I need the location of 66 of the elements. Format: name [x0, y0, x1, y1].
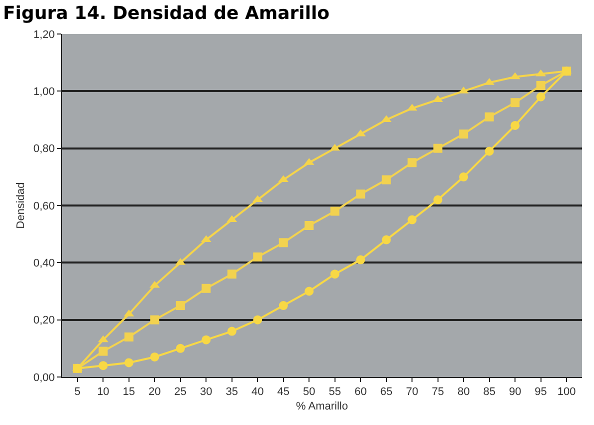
x-tick-label: 20	[148, 386, 161, 398]
x-tick-label: 45	[277, 386, 290, 398]
point	[356, 190, 366, 199]
y-tick-label: 0,40	[33, 258, 55, 270]
point	[510, 98, 520, 108]
point	[124, 332, 134, 342]
chart-title: Figura 14. Densidad de Amarillo	[2, 2, 330, 24]
y-axis-title: Densidad	[15, 182, 28, 229]
y-tick-label: 1,20	[33, 28, 55, 41]
point	[176, 301, 185, 310]
x-tick-label: 35	[226, 386, 238, 398]
point	[253, 252, 262, 262]
point	[510, 120, 520, 130]
point	[202, 284, 211, 293]
point	[253, 315, 262, 324]
point	[330, 270, 340, 279]
x-tick-label: 10	[97, 386, 110, 398]
point	[484, 112, 494, 122]
x-tick-label: 75	[432, 386, 444, 398]
x-tick-label: 30	[200, 386, 212, 398]
point	[98, 346, 108, 356]
x-tick-label: 60	[354, 386, 367, 398]
y-tick-label: 0,60	[33, 200, 55, 212]
x-tick-label: 95	[534, 386, 547, 398]
x-tick-label: 40	[252, 386, 264, 398]
x-tick-label: 15	[122, 386, 136, 398]
point	[536, 92, 546, 102]
point	[459, 172, 468, 182]
point	[408, 215, 417, 224]
x-axis-title: % Amarillo	[296, 400, 348, 412]
point	[304, 286, 314, 296]
point	[227, 326, 236, 336]
point	[278, 301, 288, 310]
x-tick-label: 85	[483, 386, 496, 398]
point	[278, 238, 288, 248]
point	[536, 80, 546, 90]
point	[150, 315, 160, 324]
point	[150, 352, 160, 362]
point	[484, 146, 494, 156]
x-tick-label: 90	[508, 386, 522, 398]
point	[459, 130, 468, 139]
y-tick-label: 0,20	[33, 314, 55, 327]
point	[124, 358, 134, 368]
x-tick-label: 80	[457, 386, 470, 398]
point	[202, 335, 211, 344]
x-tick-label: 55	[328, 386, 341, 398]
point	[98, 361, 108, 370]
point	[382, 235, 391, 244]
y-tick-label: 0,00	[33, 372, 55, 384]
x-tick-label: 70	[406, 386, 418, 398]
x-tick-label: 65	[380, 386, 392, 398]
point	[356, 255, 366, 264]
point	[433, 144, 442, 153]
point	[408, 158, 417, 168]
x-tick-label: 50	[303, 386, 316, 398]
x-tick-label: 25	[174, 386, 187, 398]
point	[382, 175, 391, 184]
point	[176, 344, 185, 353]
point	[433, 195, 442, 204]
y-tick-label: 0,80	[33, 143, 55, 156]
point	[304, 221, 314, 230]
x-tick-label: 5	[74, 386, 81, 398]
point	[330, 206, 340, 216]
point	[227, 270, 236, 279]
x-tick-label: 100	[557, 386, 576, 398]
y-tick-label: 1,00	[33, 86, 55, 98]
